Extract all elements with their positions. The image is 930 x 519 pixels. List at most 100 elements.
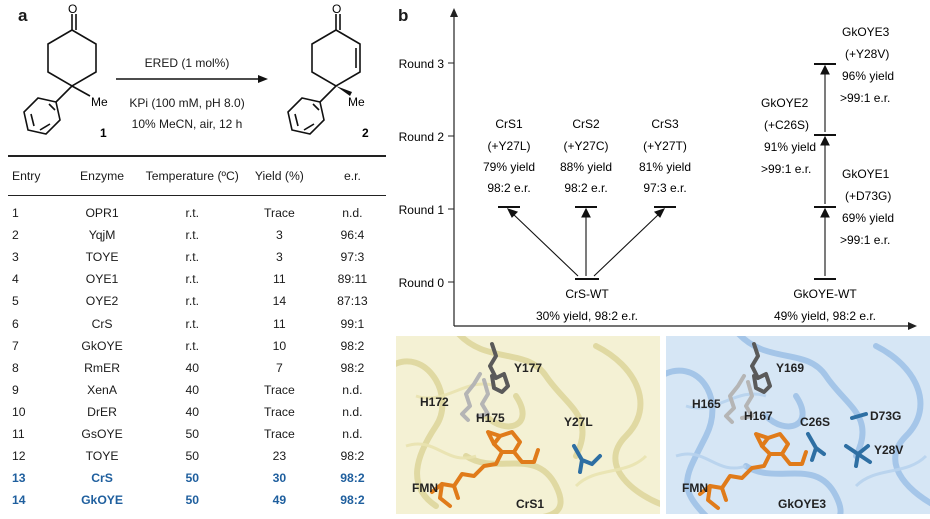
temperature-cell: r.t. [185, 228, 200, 243]
header-temperature: Temperature (ºC) [144, 155, 240, 196]
er-cell: 98:2 [340, 360, 365, 375]
table-row: 1 OPR1 r.t. Trace n.d. [8, 196, 386, 225]
entry-cell: 12 [12, 449, 26, 464]
enzyme-cell: DrER [87, 404, 117, 419]
yield-cell: Trace [264, 382, 295, 397]
entry-cell: 1 [12, 206, 19, 221]
gk3-residue-d73g: D73G [870, 409, 901, 423]
er-cell: n.d. [342, 206, 363, 221]
condition-ered: ERED (1 mol%) [144, 56, 230, 70]
gk3-residue-y169: Y169 [776, 361, 804, 375]
compound-2-methyl: Me [348, 95, 365, 109]
gk-wt-detail: 49% yield, 98:2 e.r. [774, 309, 876, 323]
gk3-structure-title: GkOYE3 [778, 497, 826, 511]
gk1-yield: 69% yield [842, 211, 894, 225]
er-cell: 96:4 [340, 228, 365, 243]
yield-cell: Trace [264, 426, 295, 441]
crs3-yield: 81% yield [639, 160, 691, 174]
er-cell: 89:11 [337, 272, 368, 287]
gk3-yield: 96% yield [842, 69, 894, 83]
compound-1-oxygen: O [68, 2, 77, 16]
er-cell: 99:1 [340, 316, 365, 331]
crs2-name: CrS2 [572, 117, 600, 131]
yield-cell: 3 [275, 228, 283, 243]
temperature-cell: 50 [185, 493, 200, 508]
table-row: 6 CrS r.t. 11 99:1 [8, 312, 386, 334]
yield-cell: 49 [272, 493, 287, 508]
table-row: 10 DrER 40 Trace n.d. [8, 401, 386, 423]
yield-cell: 14 [272, 294, 287, 309]
gk3-residue-h167: H167 [744, 409, 773, 423]
enzyme-cell: XenA [87, 382, 117, 397]
compound-2-number: 2 [362, 126, 369, 140]
condition-solvent: 10% MeCN, air, 12 h [131, 117, 243, 131]
crs2-yield: 88% yield [560, 160, 612, 174]
enzyme-cell: GkOYE [81, 493, 124, 508]
round-3-label: Round 3 [399, 57, 445, 71]
table-row: 13 CrS 50 30 98:2 [8, 467, 386, 489]
temperature-cell: r.t. [185, 338, 200, 353]
crs3-name: CrS3 [651, 117, 679, 131]
temperature-cell: r.t. [185, 206, 200, 221]
enzyme-cell: TOYE [85, 449, 119, 464]
header-enzyme: Enzyme [59, 155, 145, 196]
gk1-er: >99:1 e.r. [840, 233, 890, 247]
table-row: 11 GsOYE 50 Trace n.d. [8, 423, 386, 445]
gk3-residue-h165: H165 [692, 397, 721, 411]
temperature-cell: 50 [185, 471, 200, 486]
temperature-cell: 40 [185, 360, 200, 375]
crs1-yield: 79% yield [483, 160, 535, 174]
compound-1-structure: O Me 1 [23, 2, 108, 140]
yield-cell: Trace [264, 206, 295, 221]
gk3-mutation: (+Y28V) [845, 47, 889, 61]
table-row: 8 RmER 40 7 98:2 [8, 357, 386, 379]
gk1-name: GkOYE1 [842, 167, 890, 181]
compound-1-number: 1 [100, 126, 107, 140]
temperature-cell: r.t. [185, 294, 200, 309]
gk2-name: GkOYE2 [761, 96, 809, 110]
table-row: 14 GkOYE 50 49 98:2 [8, 489, 386, 511]
yield-cell: 11 [273, 272, 286, 287]
enzyme-cell: GsOYE [81, 426, 123, 441]
table-row: 3 TOYE r.t. 3 97:3 [8, 246, 386, 268]
entry-cell: 6 [12, 316, 19, 331]
yield-cell: 11 [273, 316, 286, 331]
panel-b-label: b [398, 6, 409, 25]
enzyme-cell: RmER [84, 360, 120, 375]
enzyme-cell: YqjM [88, 228, 116, 243]
entry-cell: 7 [12, 338, 19, 353]
entry-cell: 13 [12, 471, 26, 486]
gk-wt-name: GkOYE-WT [793, 287, 857, 301]
crs3-mutation: (+Y27T) [643, 139, 687, 153]
enzyme-screening-table: Entry Enzyme Temperature (ºC) Yield (%) … [8, 155, 386, 511]
enzyme-cell: OPR1 [85, 206, 119, 221]
crs1-name: CrS1 [495, 117, 523, 131]
gk2-mutation: (+C26S) [764, 118, 809, 132]
round-0-label: Round 0 [399, 276, 445, 290]
er-cell: 87:13 [337, 294, 368, 309]
table-header-row: Entry Enzyme Temperature (ºC) Yield (%) … [8, 155, 386, 196]
entry-cell: 9 [12, 382, 19, 397]
crs2-er: 98:2 e.r. [564, 181, 607, 195]
gk3-fmn-label: FMN [682, 481, 708, 495]
er-cell: 98:2 [340, 338, 365, 353]
reaction-arrow [116, 75, 268, 83]
entry-cell: 3 [12, 250, 19, 265]
entry-cell: 4 [12, 272, 19, 287]
crs-wt-name: CrS-WT [565, 287, 609, 301]
enzyme-cell: CrS [91, 471, 113, 486]
temperature-cell: r.t. [185, 316, 200, 331]
table-row: 9 XenA 40 Trace n.d. [8, 379, 386, 401]
crs1-mutation: (+Y27L) [487, 139, 530, 153]
gk2-er: >99:1 e.r. [761, 162, 811, 176]
entry-cell: 14 [12, 493, 26, 508]
x-axis-arrowhead [908, 322, 917, 330]
enzyme-cell: TOYE [85, 250, 119, 265]
gk1-mutation: (+D73G) [845, 189, 891, 203]
gk3-name: GkOYE3 [842, 25, 890, 39]
table-row: 5 OYE2 r.t. 14 87:13 [8, 290, 386, 312]
header-er: e.r. [318, 155, 386, 196]
entry-cell: 10 [12, 404, 26, 419]
table-row: 4 OYE1 r.t. 11 89:11 [8, 268, 386, 290]
entry-cell: 8 [12, 360, 19, 375]
